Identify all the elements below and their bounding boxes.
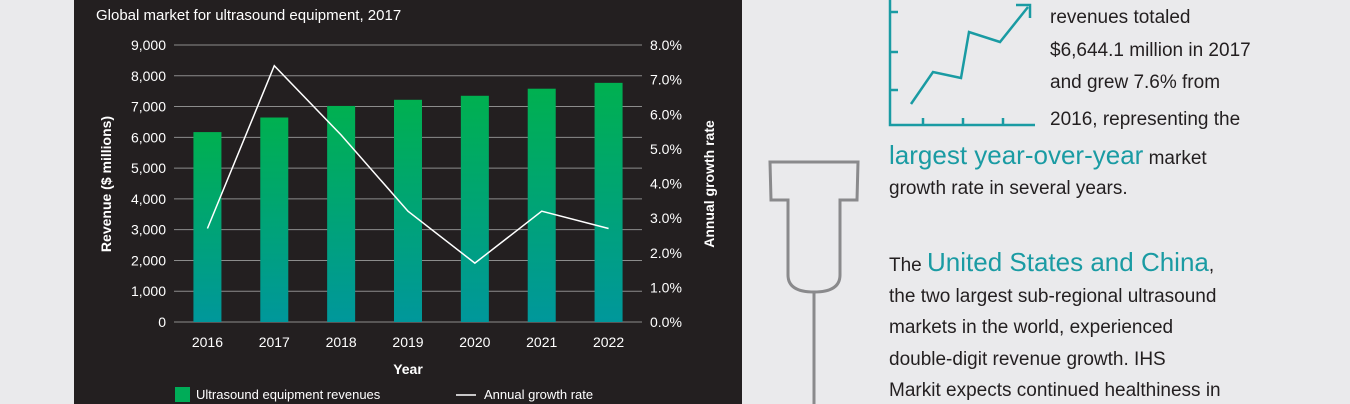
legend-line-label: Annual growth rate (484, 387, 593, 402)
x-tick-label: 2016 (192, 334, 223, 350)
article-line-11: Markit expects continued healthiness in (889, 380, 1221, 401)
y-tick-label: 8,000 (131, 68, 166, 84)
revenue-bar (527, 88, 556, 323)
x-tick-label: 2019 (392, 334, 423, 350)
x-tick-label: 2017 (259, 334, 290, 350)
article-line-10: double-digit revenue growth. IHS (889, 349, 1166, 370)
y-tick-label: 1,000 (131, 283, 166, 299)
y2-tick-label: 8.0% (650, 37, 682, 53)
legend-bar-label: Ultrasound equipment revenues (196, 387, 381, 402)
article-line-9: markets in the world, experienced (889, 317, 1174, 338)
highlight-largest-growth: largest year-over-year (889, 140, 1144, 170)
y-tick-label: 2,000 (131, 252, 166, 268)
growth-rate-line (206, 64, 609, 265)
y2-tick-label: 3.0% (650, 210, 682, 226)
y2-axis-title: Annual growth rate (701, 120, 717, 248)
y-tick-label: 6,000 (131, 129, 166, 145)
y2-tick-label: 7.0% (650, 72, 682, 88)
y2-tick-label: 1.0% (650, 279, 682, 295)
chart-svg: Global market for ultrasound equipment, … (96, 7, 717, 402)
growth-line-chart-icon (888, 0, 1035, 127)
revenue-bar (260, 117, 289, 322)
chart-panel: Global market for ultrasound equipment, … (74, 0, 742, 404)
revenue-bar (594, 82, 623, 323)
article-line-1: revenues totaled (1050, 7, 1191, 28)
article-line-4: 2016, representing the (1050, 109, 1241, 130)
y-tick-label: 4,000 (131, 191, 166, 207)
y-tick-label: 7,000 (131, 99, 166, 115)
article-line-8: the two largest sub-regional ultrasound (889, 286, 1217, 307)
y2-tick-label: 6.0% (650, 106, 682, 122)
y-tick-label: 9,000 (131, 37, 166, 53)
highlight-us-china: United States and China (927, 247, 1209, 277)
article-line-5: largest year-over-year market (889, 141, 1207, 173)
ultrasound-probe-icon (768, 160, 860, 404)
x-tick-label: 2018 (326, 334, 357, 350)
y-tick-label: 0 (158, 314, 166, 330)
article-line-2: $6,644.1 million in 2017 (1050, 40, 1251, 61)
article-line-6: growth rate in several years. (889, 178, 1128, 199)
y2-tick-label: 0.0% (650, 314, 682, 330)
x-tick-label: 2022 (593, 334, 624, 350)
bar-layer (193, 82, 623, 323)
article-line-7: The United States and China, (889, 248, 1214, 280)
para2-lead: The (889, 255, 928, 276)
revenue-bar (460, 95, 489, 323)
y2-tick-label: 4.0% (650, 176, 682, 192)
y2-tick-label: 5.0% (650, 141, 682, 157)
y2-tick-label: 2.0% (650, 245, 682, 261)
revenue-bar (327, 105, 356, 322)
line-layer (206, 64, 609, 265)
y-tick-label: 3,000 (131, 222, 166, 238)
x-tick-label: 2020 (459, 334, 490, 350)
x-tick-label: 2021 (526, 334, 557, 350)
article-line-3: and grew 7.6% from (1050, 72, 1221, 93)
tick-layer: 0 1,000 2,000 3,000 4,000 5,000 6,000 7,000 8,00… (131, 37, 682, 350)
x-axis-title: Year (393, 361, 423, 377)
decoration-svg (768, 0, 1035, 404)
highlight-2-trailing: , (1208, 255, 1215, 276)
legend-bar-swatch (175, 387, 190, 402)
chart-title: Global market for ultrasound equipment, … (96, 7, 401, 24)
y-tick-label: 5,000 (131, 160, 166, 176)
y-axis-title: Revenue ($ millions) (98, 116, 114, 252)
highlight-1-trailing: market (1143, 148, 1207, 169)
